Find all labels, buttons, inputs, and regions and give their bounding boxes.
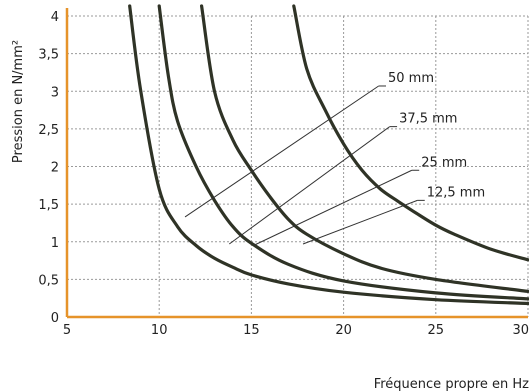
y-tick-label: 0 (51, 311, 59, 326)
annotation-leader (302, 199, 418, 245)
annotation-label: 37,5 mm (399, 112, 457, 127)
y-tick-label: 0,5 (38, 273, 59, 288)
x-axis-title: Fréquence propre en Hz (374, 377, 529, 392)
annotation-label: 50 mm (388, 71, 434, 86)
series-line (200, 4, 529, 293)
y-tick-label: 1 (51, 236, 59, 251)
x-tick-label: 25 (428, 323, 445, 338)
x-tick-label: 15 (243, 323, 260, 338)
y-tick-label: 4 (51, 10, 59, 25)
y-tick-label: 1,5 (38, 198, 59, 213)
x-tick-label: 30 (512, 323, 529, 338)
x-tick-label: 10 (151, 323, 168, 338)
series-line (157, 4, 529, 301)
series-line (128, 4, 529, 306)
y-tick-label: 3,5 (38, 48, 59, 63)
y-axis-title: Pression en N/mm² (11, 40, 26, 163)
y-tick-label: 2 (51, 161, 59, 176)
annotation-leader (184, 85, 379, 218)
annotation-label: 12,5 mm (427, 185, 485, 200)
series-line (292, 4, 529, 262)
y-tick-label: 2,5 (38, 123, 59, 138)
annotation-leader (228, 126, 390, 245)
x-tick-label: 5 (63, 323, 71, 338)
x-tick-label: 20 (335, 323, 352, 338)
annotation-leader (254, 169, 413, 246)
y-tick-label: 3 (51, 85, 59, 100)
annotation-label: 25 mm (421, 155, 467, 170)
